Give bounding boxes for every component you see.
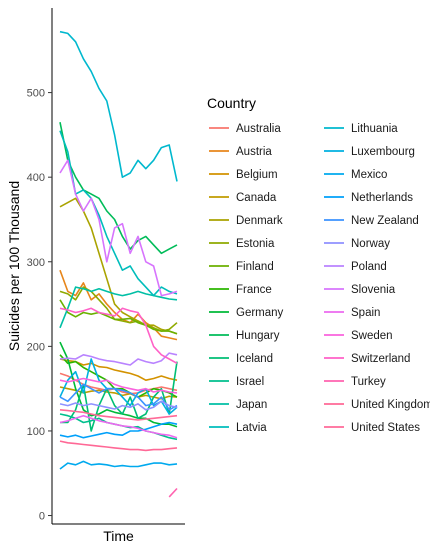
y-tick-label: 100 <box>27 426 45 438</box>
legend-label: Turkey <box>351 376 386 388</box>
legend-title: Country <box>207 95 256 111</box>
plot-lines <box>59 30 178 498</box>
series-line-spain <box>59 414 178 439</box>
series-line-united-kingdom <box>59 440 178 452</box>
y-axis-title: Suicides per 100 Thousand <box>6 181 22 351</box>
legend: Australia Austria Belgium Canada Denmark Esto… <box>209 123 430 434</box>
legend-label: Switzerland <box>351 353 410 365</box>
legend-label: Hungary <box>236 330 280 342</box>
legend-label: Japan <box>236 399 267 411</box>
legend-label: Norway <box>351 238 390 250</box>
x-axis-title: Time <box>103 528 134 544</box>
series-line-norway <box>59 400 178 411</box>
series-line-switzerland <box>59 307 178 365</box>
series-line-slovenia <box>59 159 178 297</box>
series-line-latvia <box>59 130 178 297</box>
series-line-turkey <box>168 487 178 498</box>
series-line-lithuania <box>59 30 178 182</box>
series-line-new-zealand <box>59 383 178 411</box>
legend-label: United Kingdom <box>351 399 430 411</box>
legend-label: Lithuania <box>351 123 398 135</box>
legend-label: Finland <box>236 261 274 273</box>
series-line-hungary <box>59 122 178 255</box>
series-line-canada <box>59 386 178 400</box>
series-line-belgium <box>59 358 178 381</box>
legend-label: Belgium <box>236 169 278 181</box>
legend-label: Poland <box>351 261 387 273</box>
series-line-sweden <box>59 377 178 394</box>
legend-label: Iceland <box>236 353 273 365</box>
series-line-japan <box>59 286 178 329</box>
series-line-poland <box>59 352 178 366</box>
y-axis: 0 100 200 300 400 500 <box>27 8 53 524</box>
series-line-iceland <box>60 361 178 432</box>
series-line-mexico <box>59 460 178 470</box>
series-line-united-states <box>59 409 178 421</box>
legend-label: Mexico <box>351 169 387 181</box>
legend-label: Austria <box>236 146 272 158</box>
legend-label: Estonia <box>236 238 275 250</box>
series-line-germany <box>59 341 178 428</box>
legend-label: Australia <box>236 123 281 135</box>
series-line-finland <box>59 299 178 335</box>
y-tick-label: 500 <box>27 88 45 100</box>
legend-label: Slovenia <box>351 284 396 296</box>
legend-label: Denmark <box>236 215 283 227</box>
legend-label: Germany <box>236 307 284 319</box>
y-tick-label: 0 <box>39 511 45 523</box>
legend-label: Sweden <box>351 330 393 342</box>
legend-label: Israel <box>236 376 264 388</box>
legend-label: France <box>236 284 272 296</box>
y-tick-label: 200 <box>27 341 45 353</box>
legend-label: Canada <box>236 192 277 204</box>
legend-label: New Zealand <box>351 215 419 227</box>
legend-label: Luxembourg <box>351 146 415 158</box>
series-line-denmark <box>59 197 178 335</box>
series-line-austria <box>59 269 178 341</box>
legend-label: Spain <box>351 307 380 319</box>
y-tick-label: 400 <box>27 172 45 184</box>
series-line-netherlands <box>59 421 178 439</box>
legend-label: United States <box>351 422 420 434</box>
y-tick-label: 300 <box>27 257 45 269</box>
legend-label: Netherlands <box>351 192 413 204</box>
legend-label: Latvia <box>236 422 267 434</box>
